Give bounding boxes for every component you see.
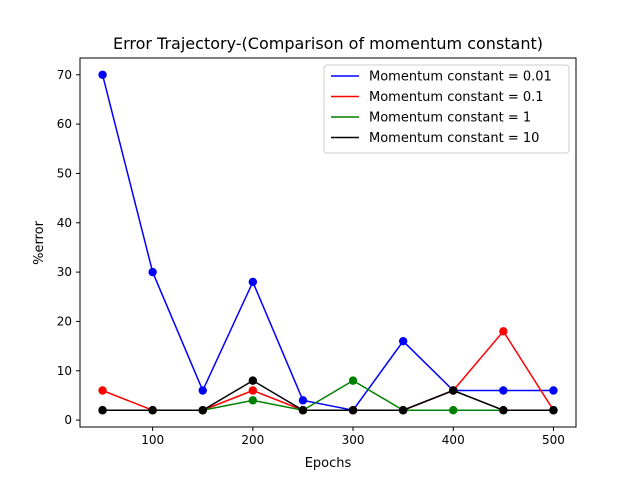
series-0-point-0: [98, 70, 107, 79]
y-tick-label-7: 70: [57, 68, 72, 82]
x-tick-label-0: 100: [141, 433, 164, 447]
series-3-point-8: [499, 406, 508, 415]
legend-label-2: Momentum constant = 1: [369, 111, 531, 126]
x-tick-label-2: 300: [342, 433, 365, 447]
series-3-point-3: [248, 376, 258, 385]
y-tick-label-2: 20: [57, 314, 72, 328]
x-tick-label-4: 500: [542, 433, 565, 447]
x-axis-label: Epochs: [305, 456, 352, 471]
series-0-point-3: [248, 277, 258, 287]
legend-label-1: Momentum constant = 0.1: [369, 90, 544, 105]
y-axis-label: %error: [32, 220, 47, 264]
y-tick-label-3: 30: [57, 265, 72, 279]
series-3-point-0: [98, 406, 107, 415]
series-0-point-6: [398, 336, 408, 346]
series-3-point-4: [298, 406, 308, 415]
y-tick-label-5: 50: [57, 166, 72, 180]
y-tick-label-6: 60: [57, 117, 72, 131]
y-tick-label-0: 0: [64, 413, 72, 427]
series-0-point-4: [298, 396, 308, 405]
plot-area: [98, 70, 558, 415]
x-tick-label-1: 200: [241, 433, 264, 447]
chart-title: Error Trajectory-(Comparison of momentum…: [113, 34, 543, 53]
series-line-0: [101, 74, 554, 412]
x-tick-label-3: 400: [442, 433, 465, 447]
series-3-point-9: [549, 406, 558, 415]
series-3-point-1: [148, 406, 157, 415]
series-0-point-9: [549, 386, 558, 395]
series-3-point-7: [449, 386, 458, 395]
series-0-point-1: [148, 267, 157, 277]
series-0-point-2: [198, 386, 207, 395]
series-3-point-6: [398, 406, 408, 415]
series-2-point-7: [449, 406, 458, 415]
series-3-point-5: [348, 406, 358, 415]
series-line-3: [102, 379, 554, 411]
y-tick-label-1: 10: [57, 364, 72, 378]
legend-label-3: Momentum constant = 10: [369, 131, 539, 146]
series-0-point-8: [499, 386, 508, 395]
series-2-point-5: [348, 376, 358, 385]
legend: Momentum constant = 0.01 Momentum constan…: [323, 64, 570, 154]
series-1-point-0: [98, 386, 107, 395]
axes-frame: [79, 57, 577, 428]
series-3-point-2: [198, 406, 207, 415]
series-1-point-3: [248, 386, 258, 395]
y-tick-label-4: 40: [57, 216, 72, 230]
axes: 100 200 300 400 500 0 10 20 30 40 50 60 70: [57, 57, 577, 447]
series-1-point-8: [499, 327, 508, 336]
legend-label-0: Momentum constant = 0.01: [369, 70, 552, 85]
legend-box: [323, 64, 570, 154]
series-2-point-3: [248, 396, 258, 405]
